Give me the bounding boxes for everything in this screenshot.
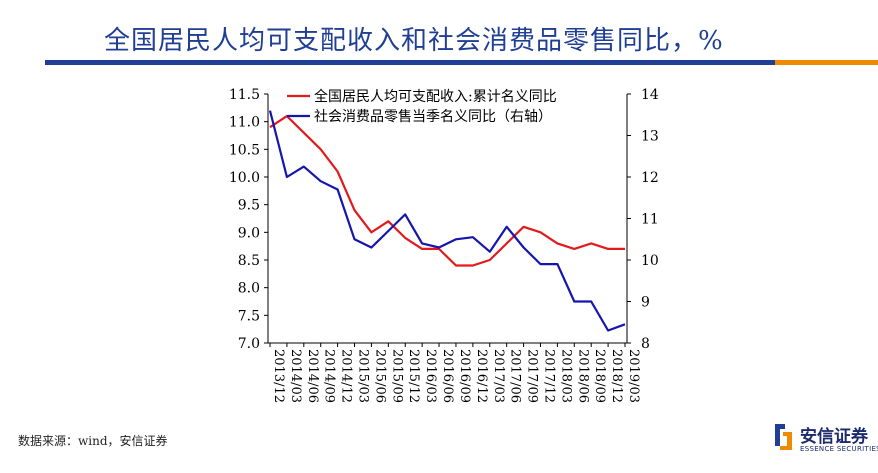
x-tick-label: 2014/03 [288, 349, 303, 403]
x-tick-label: 2018/12 [609, 349, 624, 403]
x-tick-label: 2017/12 [541, 349, 556, 403]
y-left-tick-label: 9.0 [238, 225, 260, 241]
x-tick-label: 2019/03 [626, 349, 641, 403]
y-right-tick-label: 10 [641, 253, 659, 269]
y-left-tick-label: 11.0 [229, 115, 260, 131]
title-underline-blue [45, 60, 775, 65]
y-right-tick-label: 8 [641, 336, 650, 352]
x-tick-label: 2015/09 [389, 349, 404, 403]
legend-label: 全国居民人均可支配收入:累计名义同比 [314, 88, 557, 105]
x-tick-label: 2013/12 [271, 349, 286, 403]
y-left-tick-label: 10.0 [229, 170, 260, 186]
logo-text-cn: 安信证券 [800, 427, 868, 447]
x-tick-label: 2018/09 [592, 349, 607, 403]
title-underline-orange [775, 60, 878, 65]
legend-label: 社会消费品零售当季名义同比（右轴） [314, 109, 552, 125]
series-line-income [269, 114, 625, 267]
x-tick-label: 2017/09 [525, 349, 540, 403]
x-tick-label: 2016/12 [474, 349, 489, 403]
x-tick-label: 2017/03 [491, 349, 506, 403]
x-tick-label: 2014/06 [305, 349, 320, 403]
logo-text-en: ESSENCE SECURITIES [800, 445, 878, 453]
x-tick-label: 2017/06 [508, 349, 523, 403]
x-tick-label: 2016/03 [423, 349, 438, 403]
y-left-tick-label: 10.5 [229, 142, 260, 158]
y-left-tick-label: 9.5 [238, 198, 260, 214]
y-right-tick-label: 11 [641, 212, 659, 228]
y-right-tick-label: 9 [641, 295, 650, 311]
x-tick-label: 2015/12 [406, 349, 421, 403]
x-tick-label: 2015/06 [372, 349, 387, 403]
y-right-tick-label: 12 [641, 170, 659, 186]
x-tick-label: 2014/12 [339, 349, 354, 403]
y-left-tick-label: 7.5 [238, 308, 260, 324]
y-left-tick-label: 8.5 [238, 253, 260, 269]
company-logo: 安信证券 ESSENCE SECURITIES [772, 420, 878, 460]
y-left-tick-label: 7.0 [238, 336, 260, 352]
y-left-tick-label: 8.0 [238, 281, 260, 297]
x-tick-label: 2018/03 [558, 349, 573, 403]
y-right-tick-label: 14 [641, 87, 659, 103]
x-tick-label: 2014/09 [322, 349, 337, 403]
y-right-tick-label: 13 [641, 129, 659, 145]
x-tick-label: 2018/06 [575, 349, 590, 403]
y-left-tick-label: 11.5 [229, 87, 260, 103]
logo-mark-icon [775, 424, 792, 450]
page-title: 全国居民人均可支配收入和社会消费品零售同比，% [104, 26, 724, 56]
x-tick-label: 2016/06 [440, 349, 455, 403]
x-tick-label: 2015/03 [356, 349, 371, 403]
series-line-retail [268, 110, 626, 332]
data-source-note: 数据来源：wind，安信证券 [18, 434, 168, 448]
x-tick-label: 2016/09 [457, 349, 472, 403]
line-chart: 7.0 7.5 8.0 8.5 9.0 9.5 10.0 10.5 11.0 11.5 8 9 10 11… [229, 87, 659, 403]
